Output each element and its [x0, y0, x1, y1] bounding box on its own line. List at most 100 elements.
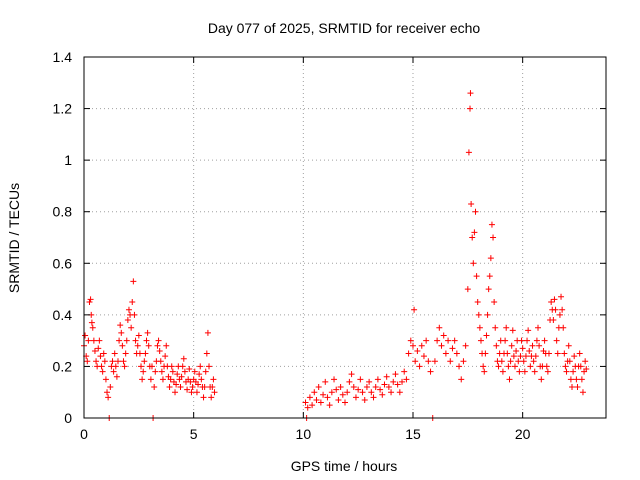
data-point — [167, 376, 174, 383]
data-point — [352, 394, 359, 401]
data-point — [204, 329, 211, 336]
data-point — [524, 337, 531, 344]
data-point — [520, 358, 527, 365]
data-point — [129, 298, 136, 305]
data-point — [462, 342, 469, 349]
data-point — [405, 350, 412, 357]
data-point — [503, 324, 510, 331]
data-point — [138, 363, 145, 370]
data-point — [136, 350, 143, 357]
data-point — [156, 347, 163, 354]
data-point — [184, 386, 191, 393]
data-point — [139, 376, 146, 383]
data-point — [545, 350, 552, 357]
data-point — [162, 353, 169, 360]
grid — [84, 57, 606, 418]
data-point — [95, 345, 102, 352]
data-point — [147, 376, 154, 383]
data-point — [399, 378, 406, 385]
data-point — [210, 376, 217, 383]
data-point — [548, 298, 555, 305]
data-point — [403, 376, 410, 383]
data-points — [81, 90, 590, 421]
data-point — [359, 389, 366, 396]
data-point — [91, 347, 98, 354]
data-point — [196, 371, 203, 378]
y-tick-label: 0.4 — [53, 307, 73, 323]
data-point — [517, 353, 524, 360]
data-point — [178, 373, 185, 380]
data-point — [522, 353, 529, 360]
data-point — [346, 378, 353, 385]
data-point — [142, 350, 149, 357]
data-point — [201, 384, 208, 391]
data-point — [111, 350, 118, 357]
data-point — [84, 358, 91, 365]
y-tick-label: 0.8 — [53, 204, 73, 220]
data-point — [350, 384, 357, 391]
data-point — [513, 347, 520, 354]
x-tick-label: 0 — [80, 426, 88, 442]
data-point — [337, 384, 344, 391]
data-point — [396, 389, 403, 396]
data-point — [383, 373, 390, 380]
data-point — [152, 368, 159, 375]
data-point — [525, 327, 532, 334]
data-point — [188, 389, 195, 396]
data-point — [436, 324, 443, 331]
data-point — [447, 358, 454, 365]
data-point — [562, 363, 569, 370]
data-point — [460, 358, 467, 365]
data-point — [189, 384, 196, 391]
data-point — [186, 366, 193, 373]
data-point — [458, 376, 465, 383]
data-point — [438, 342, 445, 349]
data-point — [543, 363, 550, 370]
data-point — [532, 353, 539, 360]
data-point — [370, 394, 377, 401]
x-tick-label: 10 — [296, 426, 312, 442]
data-point — [104, 389, 111, 396]
data-point — [467, 105, 474, 112]
data-point — [507, 358, 514, 365]
data-point — [132, 337, 139, 344]
data-point — [491, 298, 498, 305]
data-point — [120, 358, 127, 365]
data-point — [82, 332, 89, 339]
data-point — [105, 394, 112, 401]
data-point — [390, 378, 397, 385]
data-point — [506, 376, 513, 383]
data-point — [472, 208, 479, 215]
data-point — [379, 391, 386, 398]
data-point — [476, 324, 483, 331]
y-tick-label: 0.6 — [53, 255, 73, 271]
axis-ticks: 0 5 10 15 20 0 0.2 0.4 0.6 0.8 1 1.2 1.4 — [53, 49, 606, 442]
data-point — [125, 306, 132, 313]
data-point — [464, 286, 471, 293]
data-point — [331, 376, 338, 383]
data-point — [101, 358, 108, 365]
data-point — [505, 363, 512, 370]
data-point — [320, 391, 327, 398]
data-point — [187, 378, 194, 385]
data-point — [499, 368, 506, 375]
data-point — [118, 329, 125, 336]
data-point — [97, 353, 104, 360]
x-tick-label: 20 — [515, 426, 531, 442]
data-point — [527, 363, 534, 370]
data-point — [481, 368, 488, 375]
data-point — [535, 324, 542, 331]
data-point — [571, 353, 578, 360]
data-point — [449, 345, 456, 352]
data-point — [85, 337, 92, 344]
y-tick-label: 1 — [64, 152, 72, 168]
data-point — [119, 342, 126, 349]
x-axis-label: GPS time / hours — [291, 458, 398, 474]
data-point — [561, 350, 568, 357]
data-point — [519, 345, 526, 352]
data-point — [544, 368, 551, 375]
data-point — [309, 402, 316, 409]
data-point — [509, 327, 516, 334]
data-point — [326, 402, 333, 409]
